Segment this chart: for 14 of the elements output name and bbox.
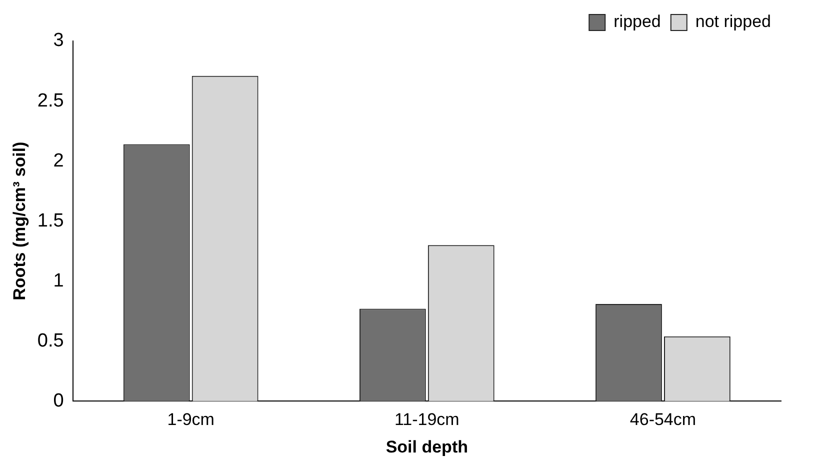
y-axis-title: Roots (mg/cm³ soil) [10,142,29,300]
legend-label: ripped [614,12,661,32]
y-tick-label: 2 [53,150,64,172]
x-axis-title: Soil depth [386,437,468,456]
y-tick-label: 3 [53,30,64,52]
y-tick-label: 0.5 [37,330,64,352]
y-tick-label: 1 [53,270,64,292]
legend-label: not ripped [695,12,772,32]
x-tick-label: 46-54cm [630,410,696,430]
y-tick-label: 0 [53,390,64,412]
y-tick-label: 1.5 [37,210,64,232]
x-tick-label: 11-19cm [394,410,460,430]
y-tick-label: 2.5 [37,90,64,112]
x-tick-label: 1-9cm [167,410,214,430]
